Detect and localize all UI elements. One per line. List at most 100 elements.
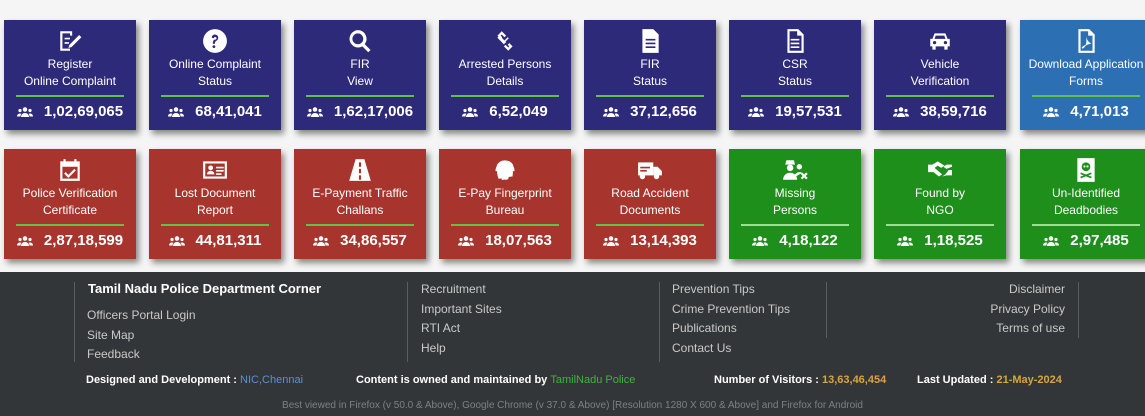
tile-missing-persons[interactable]: Missing Persons 4,18,122 <box>729 149 861 259</box>
tile-divider <box>741 95 849 97</box>
footer-divider <box>1078 282 1079 338</box>
tile-label: Vehicle Verification <box>910 57 970 88</box>
tile-count-value: 6,52,049 <box>489 103 548 120</box>
terms-of-use-link[interactable]: Terms of use <box>996 321 1065 335</box>
tile-divider <box>451 95 559 97</box>
disclaimer-link[interactable]: Disclaimer <box>1008 282 1065 296</box>
tile-fir-status[interactable]: FIR Status 37,12,656 <box>584 20 716 130</box>
tile-e-payment-traffic-challans[interactable]: E-Payment Traffic Challans 34,86,557 <box>294 149 426 259</box>
nic-link[interactable]: NIC <box>240 374 259 386</box>
tile-count-value: 19,57,531 <box>775 103 842 120</box>
tile-count: 18,07,563 <box>439 232 571 249</box>
tile-online-complaint-status[interactable]: Online Complaint Status 68,41,041 <box>149 20 281 130</box>
visitor-count: Number of Visitors : 13,63,46,454 <box>714 374 886 386</box>
tile-count-value: 1,62,17,006 <box>333 103 414 120</box>
tile-csr-status[interactable]: CSR Status 19,57,531 <box>729 20 861 130</box>
calendar-check-icon <box>4 157 136 183</box>
tile-arrested-persons-details[interactable]: Arrested Persons Details 6,52,049 <box>439 20 571 130</box>
visitors-label: Number of Visitors : <box>714 374 822 386</box>
tile-divider <box>16 95 124 97</box>
tile-count-value: 2,87,18,599 <box>43 232 124 249</box>
tile-register-online-complaint[interactable]: Register Online Complaint 1,02,69,065 <box>4 20 136 130</box>
prevention-tips-link[interactable]: Prevention Tips <box>672 282 755 296</box>
tile-label: Missing Persons <box>772 186 818 217</box>
tile-count: 19,57,531 <box>729 103 861 120</box>
tile-count: 2,97,485 <box>1020 232 1145 249</box>
tile-road-accident-documents[interactable]: Road Accident Documents 13,14,393 <box>584 149 716 259</box>
tile-divider <box>161 224 269 226</box>
tile-download-application-forms[interactable]: Download Application Forms 4,71,013 <box>1020 20 1145 130</box>
officers-portal-login-link[interactable]: Officers Portal Login <box>87 308 196 322</box>
footer-links-col3: Prevention Tips Crime Prevention Tips Pu… <box>672 280 790 358</box>
tile-police-verification-certificate[interactable]: Police Verification Certificate 2,87,18,5… <box>4 149 136 259</box>
users-icon <box>462 106 479 117</box>
site-map-link[interactable]: Site Map <box>87 327 135 342</box>
designed-label: Designed and Development : <box>86 374 241 386</box>
help-link[interactable]: Help <box>421 340 446 355</box>
tamilnadu-police-link[interactable]: TamilNadu Police <box>550 374 636 386</box>
chennai-link[interactable]: Chennai <box>262 374 304 386</box>
users-icon <box>1043 106 1060 117</box>
tile-count: 6,52,049 <box>439 103 571 120</box>
car-icon <box>874 28 1006 54</box>
tile-label: E-Pay Fingerprint Bureau <box>458 186 552 217</box>
footer-links-col1: Officers Portal Login Site Map Feedback <box>87 306 196 365</box>
tile-e-pay-fingerprint-bureau[interactable]: E-Pay Fingerprint Bureau 18,07,563 <box>439 149 571 259</box>
tile-vehicle-verification[interactable]: Vehicle Verification 38,59,716 <box>874 20 1006 130</box>
user-secret-icon <box>729 157 861 183</box>
footer-heading: Tamil Nadu Police Department Corner <box>88 281 322 296</box>
services-tiles-section: Register Online Complaint 1,02,69,065 Onli… <box>4 20 1145 259</box>
tile-label: Online Complaint Status <box>168 57 262 88</box>
privacy-policy-link[interactable]: Privacy Policy <box>990 301 1065 316</box>
tile-divider <box>741 224 849 226</box>
tile-label: Download Application Forms <box>1028 57 1144 88</box>
question-circle-icon <box>149 28 281 54</box>
tile-count-value: 44,81,311 <box>195 232 262 249</box>
tile-divider <box>16 224 124 226</box>
rti-act-link[interactable]: RTI Act <box>421 321 461 335</box>
id-card-icon <box>149 157 281 183</box>
search-icon <box>294 28 426 54</box>
tile-divider <box>596 95 704 97</box>
last-updated: Last Updated : 21-May-2024 <box>917 374 1062 386</box>
pen-paper-icon <box>4 28 136 54</box>
feedback-link[interactable]: Feedback <box>87 347 140 361</box>
tile-lost-document-report[interactable]: Lost Document Report 44,81,311 <box>149 149 281 259</box>
tile-unidentified-deadbodies[interactable]: Un-Identified Deadbodies 2,97,485 <box>1020 149 1145 259</box>
publications-link[interactable]: Publications <box>672 321 737 335</box>
recruitment-link[interactable]: Recruitment <box>421 282 486 296</box>
tile-divider <box>1032 224 1140 226</box>
tile-count: 38,59,716 <box>874 103 1006 120</box>
tile-label: Arrested Persons Details <box>458 57 552 88</box>
users-icon <box>458 235 475 246</box>
important-sites-link[interactable]: Important Sites <box>421 301 502 316</box>
fingerprint-icon <box>439 157 571 183</box>
best-viewed-note: Best viewed in Firefox (v 50.0 & Above),… <box>282 400 863 411</box>
tile-label: FIR Status <box>632 57 668 88</box>
tile-fir-view[interactable]: FIR View 1,62,17,006 <box>294 20 426 130</box>
crime-prevention-tips-link[interactable]: Crime Prevention Tips <box>672 301 791 316</box>
tile-divider <box>1032 95 1140 97</box>
tile-found-by-ngo[interactable]: Found by NGO 1,18,525 <box>874 149 1006 259</box>
handshake-icon <box>874 157 1006 183</box>
users-icon <box>893 106 910 117</box>
tile-count-value: 1,02,69,065 <box>43 103 124 120</box>
users-icon <box>603 235 620 246</box>
road-icon <box>294 157 426 183</box>
users-icon <box>168 235 185 246</box>
users-icon <box>313 235 330 246</box>
tile-count-value: 4,18,122 <box>779 232 838 249</box>
contact-us-link[interactable]: Contact Us <box>672 340 732 355</box>
tile-count: 34,86,557 <box>294 232 426 249</box>
content-label: Content is owned and maintained by <box>356 374 551 386</box>
tile-divider <box>886 224 994 226</box>
tile-count-value: 34,86,557 <box>340 232 407 249</box>
tile-divider <box>451 224 559 226</box>
truck-icon <box>584 157 716 183</box>
users-icon <box>748 106 765 117</box>
tile-divider <box>161 95 269 97</box>
tile-count-value: 68,41,041 <box>195 103 262 120</box>
footer-divider <box>659 282 660 362</box>
chain-link-icon <box>439 28 571 54</box>
footer-divider <box>407 282 408 362</box>
